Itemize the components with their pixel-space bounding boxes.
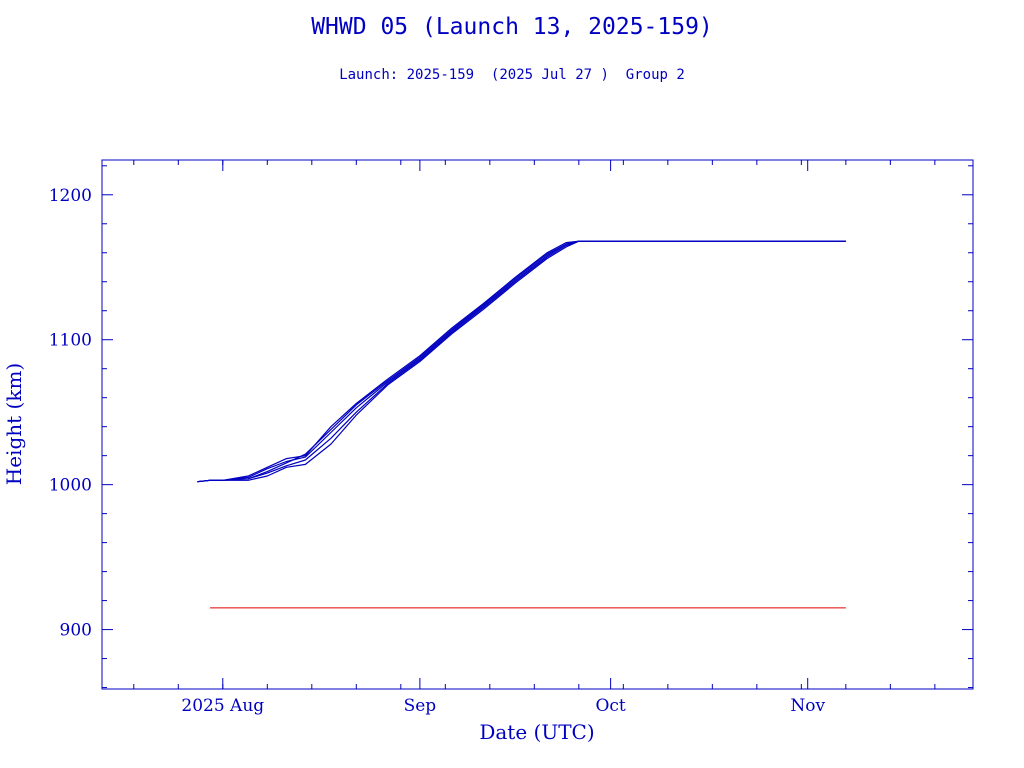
x-axis-label: Date (UTC) [479, 720, 594, 744]
y-tick-label: 1100 [49, 331, 92, 351]
series-lines [197, 240, 846, 609]
series-line-3 [197, 240, 846, 483]
series-line-1 [197, 240, 846, 483]
series-line-2 [197, 240, 846, 483]
x-tick-label: 2025 Aug [181, 696, 264, 716]
axis-ticks: 2025 Aug Sep Oct Nov 900 1000 1100 1200 [49, 160, 973, 716]
series-line-5 [197, 240, 846, 483]
chart-title: WHWD 05 (Launch 13, 2025-159) [311, 14, 713, 40]
series-line-4 [197, 240, 846, 483]
y-axis-label: Height (km) [2, 363, 26, 485]
x-tick-label: Nov [790, 696, 825, 716]
plot-frame [101, 159, 974, 690]
x-tick-label: Oct [595, 696, 625, 716]
y-tick-label: 1200 [49, 186, 92, 206]
x-tick-label: Sep [404, 696, 437, 716]
y-tick-label: 1000 [49, 476, 92, 496]
y-tick-label: 900 [60, 621, 92, 641]
chart-subtitle: Launch: 2025-159 (2025 Jul 27 ) Group 2 [339, 67, 685, 83]
